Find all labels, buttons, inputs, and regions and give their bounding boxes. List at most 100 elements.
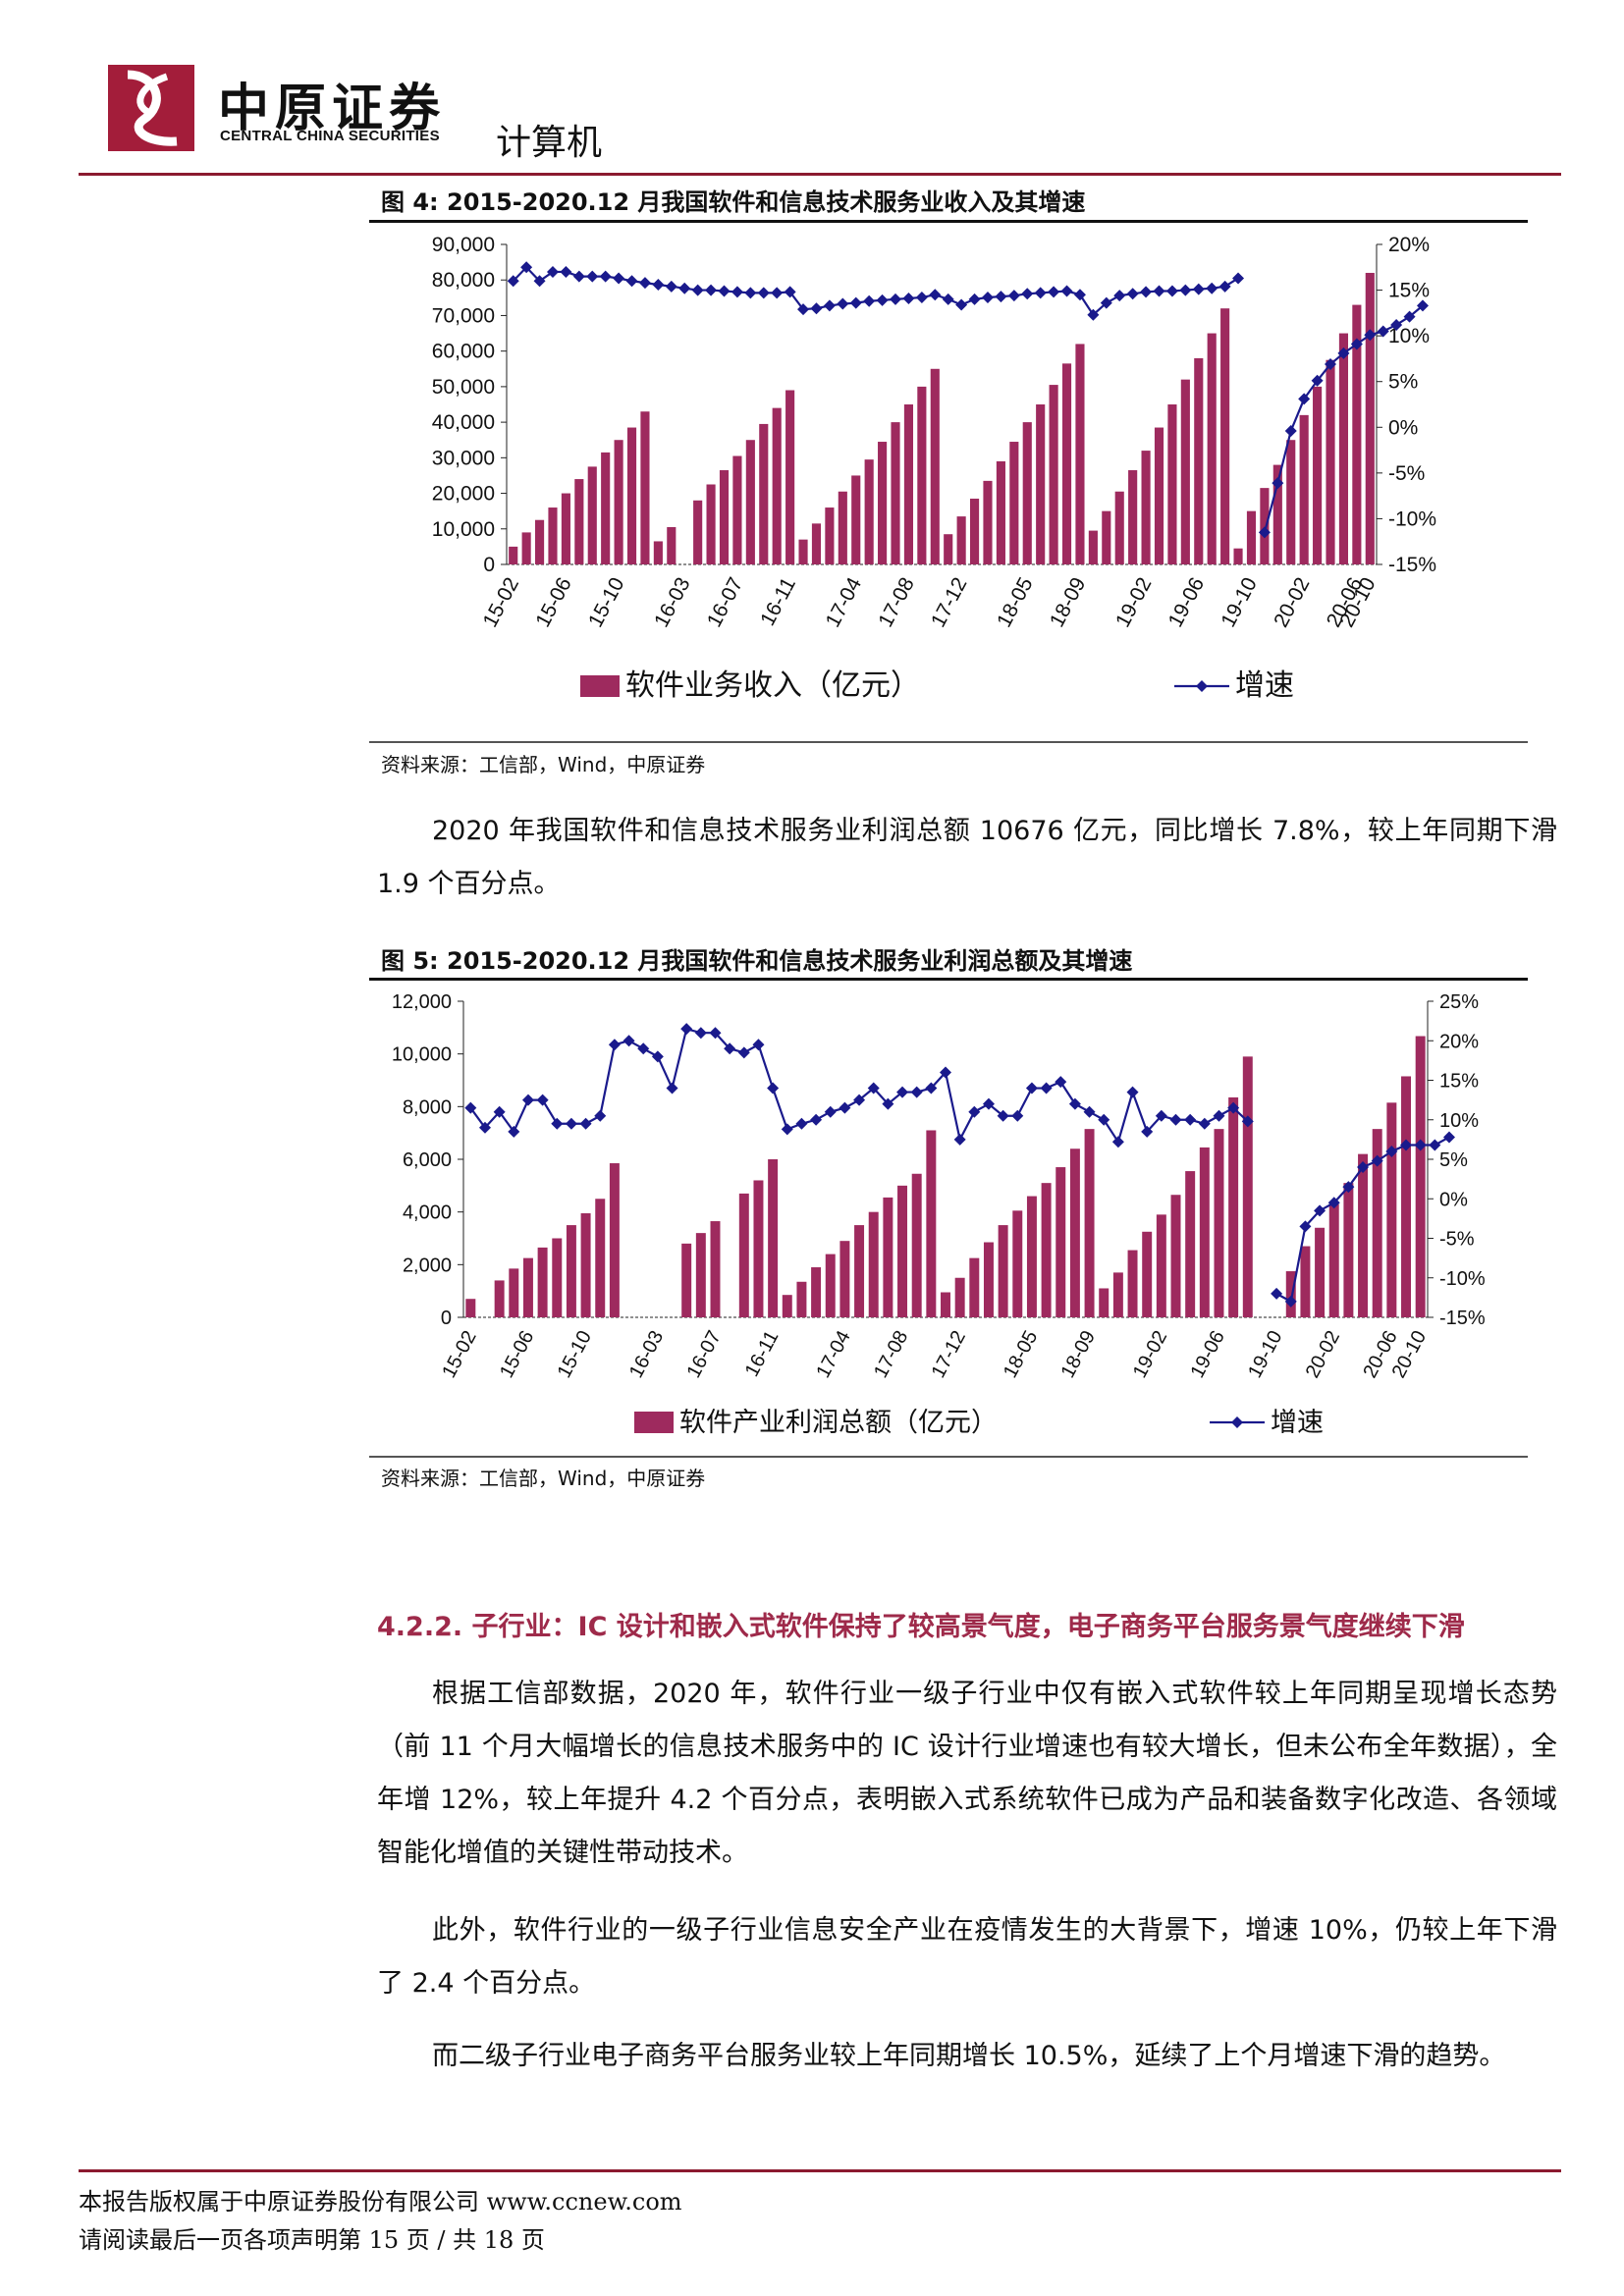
right-tick-label: 10%	[1388, 325, 1430, 347]
growth-point	[638, 277, 651, 290]
bar	[719, 470, 730, 564]
growth-point	[691, 284, 704, 296]
growth-point	[1298, 393, 1311, 405]
growth-point	[1272, 477, 1284, 490]
growth-point	[1377, 325, 1389, 338]
growth-point	[1385, 1145, 1398, 1157]
growth-point	[837, 297, 849, 310]
growth-point	[533, 275, 546, 288]
bar	[1228, 1096, 1239, 1317]
growth-point	[613, 272, 625, 285]
bar	[1300, 1246, 1311, 1317]
bar	[811, 523, 822, 564]
bar	[1372, 1129, 1382, 1317]
growth-point	[1241, 1115, 1254, 1128]
growth-point	[678, 282, 691, 294]
growth-point	[666, 1082, 678, 1095]
growth-point	[995, 291, 1007, 303]
left-tick-label: 50,000	[432, 376, 495, 399]
bar	[561, 493, 570, 564]
bar	[1012, 1210, 1023, 1317]
growth-point	[795, 1117, 808, 1130]
bar	[983, 1242, 994, 1317]
bar	[1352, 304, 1362, 564]
bar	[614, 440, 623, 564]
company-name-cn: 中原证券	[218, 79, 447, 138]
growth-point	[665, 280, 677, 293]
growth-point	[572, 270, 585, 283]
bar	[738, 1193, 749, 1317]
growth-point	[1165, 285, 1178, 297]
growth-point	[902, 292, 915, 304]
growth-point	[853, 1094, 866, 1106]
growth-point	[536, 1094, 549, 1106]
legend-line-label: 增速	[1271, 1408, 1324, 1437]
bar	[1141, 451, 1151, 564]
growth-line	[512, 265, 1239, 317]
bar	[580, 1213, 591, 1317]
growth-point	[1011, 1109, 1024, 1122]
bar	[595, 1199, 606, 1317]
growth-point	[1416, 299, 1429, 312]
growth-point	[896, 1086, 909, 1098]
growth-point	[767, 1082, 780, 1095]
bar	[667, 526, 677, 564]
bar	[1142, 1231, 1153, 1317]
bar	[917, 386, 927, 564]
growth-point	[784, 286, 796, 298]
growth-point	[1083, 1105, 1096, 1118]
bar	[1328, 1203, 1339, 1317]
growth-point	[1153, 285, 1165, 297]
bar	[587, 466, 597, 564]
bar	[768, 1159, 779, 1317]
bar	[1285, 1271, 1296, 1317]
x-tick-label: 15-10	[584, 574, 629, 631]
bar	[1185, 1171, 1196, 1317]
paragraph-security: 此外，软件行业的一级子行业信息安全产业在疫情发生的大背景下，增速 10%，仍较上…	[377, 1915, 1557, 1999]
left-tick-label: 60,000	[432, 341, 495, 363]
bar	[897, 1185, 908, 1317]
growth-point	[565, 1117, 577, 1130]
bar	[839, 1241, 850, 1317]
figure4-bottom-rule	[369, 741, 1528, 743]
growth-point	[953, 1133, 966, 1146]
bar	[695, 1233, 706, 1317]
growth-point	[1414, 1139, 1427, 1151]
bar	[944, 534, 953, 564]
legend-bar-swatch	[580, 675, 620, 697]
growth-point	[882, 1097, 894, 1110]
growth-point	[1140, 286, 1153, 298]
bar	[926, 1130, 937, 1317]
bar	[732, 455, 742, 564]
x-tick-label: 16-11	[741, 1327, 784, 1380]
bar	[601, 452, 611, 564]
growth-point	[652, 278, 665, 291]
growth-point	[940, 1066, 951, 1079]
growth-point	[752, 1039, 765, 1051]
legend-line-label: 增速	[1235, 669, 1294, 702]
growth-point	[876, 294, 889, 306]
sector-label: 计算机	[496, 123, 603, 163]
bar	[753, 1180, 764, 1317]
growth-point	[1325, 358, 1337, 371]
bar	[522, 1257, 533, 1317]
growth-point	[1271, 1287, 1283, 1300]
right-tick-label: -10%	[1439, 1268, 1486, 1290]
figure4-title: 图 4: 2015-2020.12 月我国软件和信息技术服务业收入及其增速	[381, 188, 1086, 216]
bar	[1049, 385, 1058, 564]
growth-point	[1327, 1197, 1340, 1209]
growth-point	[625, 275, 638, 288]
growth-point	[1342, 1181, 1355, 1194]
x-tick-label: 17-04	[822, 573, 867, 631]
bar	[878, 442, 888, 564]
bar	[1088, 530, 1098, 564]
x-tick-label: 18-05	[993, 574, 1038, 631]
growth-point	[579, 1117, 592, 1130]
bar	[1272, 464, 1282, 564]
bar	[1167, 404, 1177, 564]
growth-point	[757, 287, 770, 299]
growth-point	[955, 298, 968, 311]
growth-point	[929, 289, 942, 301]
bar	[969, 1257, 980, 1317]
bar	[1156, 1214, 1166, 1317]
